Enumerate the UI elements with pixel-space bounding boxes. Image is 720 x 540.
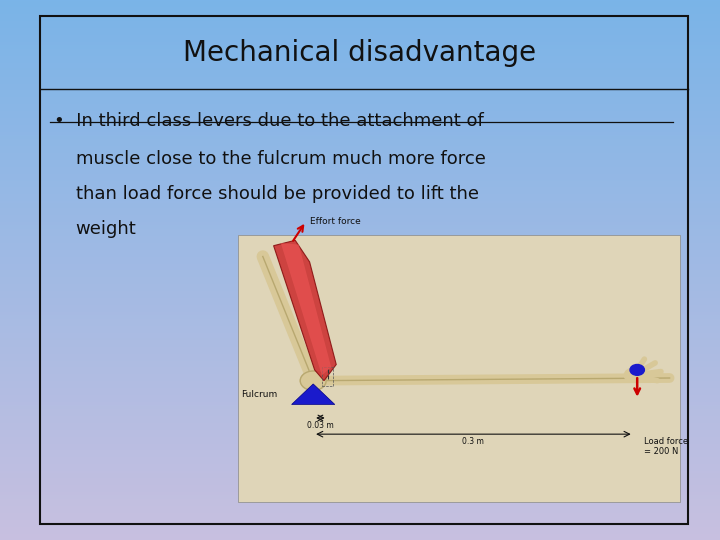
Bar [238,235,680,502]
Circle shape [300,371,326,390]
Polygon shape [292,384,335,404]
Polygon shape [281,243,331,375]
Text: Fulcrum: Fulcrum [241,390,277,399]
Text: 0.03 m: 0.03 m [307,421,334,430]
Circle shape [624,368,643,382]
Text: muscle close to the fulcrum much more force: muscle close to the fulcrum much more fo… [76,150,485,168]
Polygon shape [274,240,336,381]
Text: weight: weight [76,220,136,239]
Text: than load force should be provided to lift the: than load force should be provided to li… [76,185,479,204]
Circle shape [630,364,644,375]
Bar [40,16,688,524]
Text: •  In third class levers due to the attachment of: • In third class levers due to the attac… [54,112,484,131]
Text: Load force
= 200 N: Load force = 200 N [644,437,688,456]
Text: Mechanical disadvantage: Mechanical disadvantage [184,39,536,66]
Text: Effort force: Effort force [310,217,360,226]
Text: 0.3 m: 0.3 m [462,437,485,446]
